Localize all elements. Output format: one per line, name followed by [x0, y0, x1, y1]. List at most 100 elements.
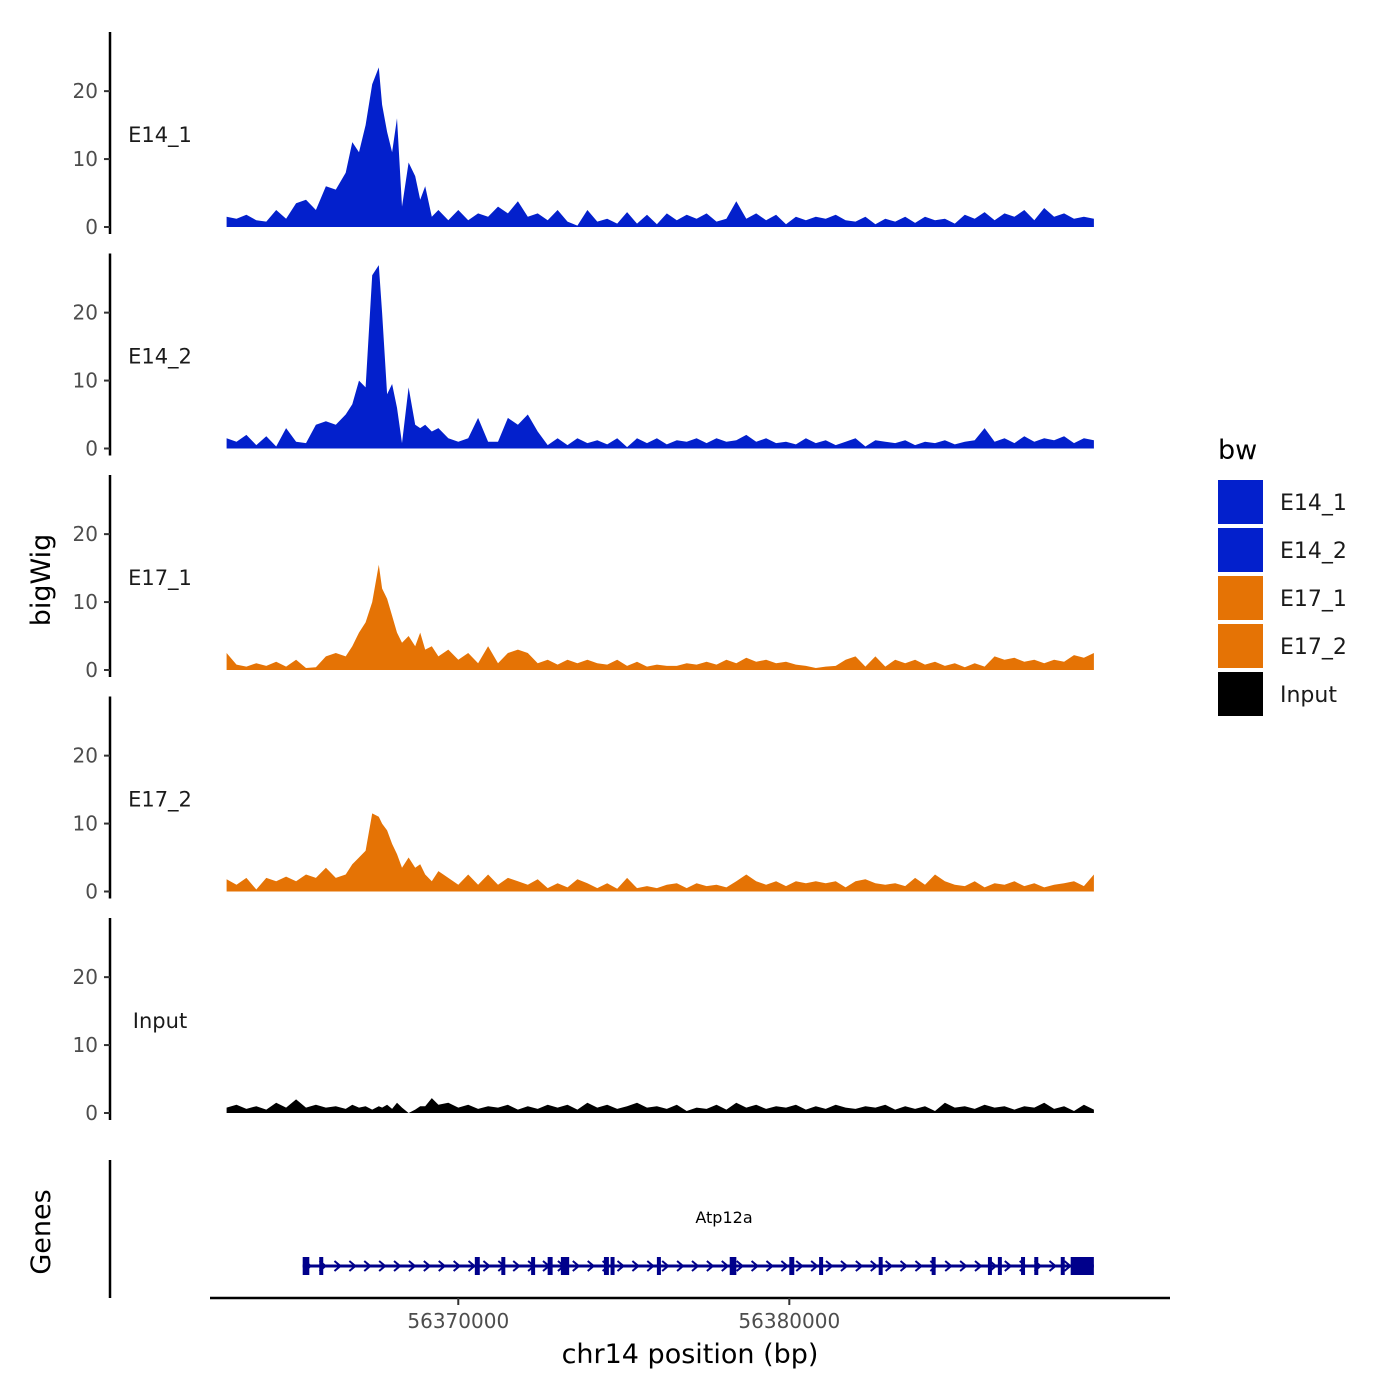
gene-exon — [560, 1257, 570, 1275]
legend-title: bw — [1218, 435, 1257, 466]
gene-exon — [931, 1257, 936, 1275]
strand-arrow — [408, 1260, 417, 1272]
y-tick-label: 0 — [85, 880, 98, 904]
track-Input: 0 10 20 Input — [73, 918, 1094, 1125]
strand-arrow — [616, 1260, 626, 1272]
gene-exon — [610, 1257, 615, 1275]
gene-track: Atp12a — [108, 1160, 1094, 1298]
gene-exon — [1034, 1257, 1039, 1275]
track-label: E17_2 — [128, 788, 192, 813]
gene-exon — [302, 1257, 310, 1275]
strand-arrow — [765, 1260, 775, 1272]
strand-arrow — [676, 1260, 685, 1272]
x-axis-title: chr14 position (bp) — [562, 1339, 819, 1370]
gene-exon — [319, 1257, 324, 1275]
y-tick-label: 10 — [73, 812, 98, 836]
y-tick-label: 0 — [85, 658, 98, 682]
strand-arrow — [899, 1260, 909, 1272]
track-E14_1: 0 10 20 E14_1 — [73, 32, 1094, 239]
strand-arrow — [884, 1260, 894, 1272]
gene-exon — [789, 1257, 795, 1275]
y-tick-label: 0 — [85, 1101, 98, 1125]
strand-arrow — [631, 1260, 640, 1272]
genes-axis-title: Genes — [26, 1189, 57, 1274]
y-tick-label: 20 — [73, 522, 98, 546]
y-tick-label: 10 — [73, 1033, 98, 1057]
strand-arrow — [348, 1260, 357, 1272]
gene-exon — [656, 1257, 661, 1275]
strand-arrow — [959, 1260, 968, 1272]
gene-exon — [819, 1257, 824, 1275]
track-label: Input — [133, 1009, 187, 1033]
strand-arrow — [467, 1260, 477, 1272]
gene-exon — [501, 1257, 506, 1275]
strand-arrow — [646, 1260, 655, 1272]
strand-arrow — [423, 1260, 432, 1272]
y-tick-label: 20 — [73, 79, 98, 103]
strand-arrow — [363, 1260, 372, 1272]
gene-exon — [878, 1257, 883, 1275]
y-tick-label: 20 — [73, 744, 98, 768]
series-area-Input — [226, 1098, 1094, 1113]
legend-label: Input — [1280, 683, 1337, 708]
strand-arrow — [974, 1260, 983, 1272]
track-label: E14_2 — [128, 345, 192, 370]
legend-swatch-E14_1 — [1218, 480, 1263, 524]
y-tick-label: 20 — [73, 301, 98, 325]
legend-swatch-E14_2 — [1218, 528, 1263, 572]
gene-exon — [1021, 1257, 1026, 1275]
gene-exon — [531, 1257, 536, 1275]
strand-arrow — [750, 1260, 760, 1272]
strand-arrow — [914, 1260, 923, 1272]
strand-arrow — [795, 1260, 804, 1272]
legend-swatch-E17_1 — [1218, 576, 1263, 620]
strand-arrow — [512, 1260, 521, 1272]
series-area-E17_2 — [226, 813, 1094, 892]
gene-exon — [603, 1257, 609, 1275]
y-tick-label: 0 — [85, 437, 98, 461]
strand-arrow — [944, 1260, 953, 1272]
legend: bw E14_1 E14_2 E17_1 E17_2 Input — [1218, 435, 1347, 716]
strand-arrow — [825, 1260, 834, 1272]
track-E17_1: 0 10 20 E17_1 — [73, 475, 1094, 682]
gene-exon — [474, 1257, 480, 1275]
strand-arrow — [691, 1260, 700, 1272]
series-area-E17_1 — [226, 564, 1094, 670]
y-tick-label: 10 — [73, 590, 98, 614]
track-label: E17_1 — [128, 566, 192, 591]
strand-arrow — [438, 1260, 447, 1272]
strand-arrow — [706, 1260, 715, 1272]
strand-arrow — [587, 1260, 596, 1272]
gene-exon — [1060, 1257, 1065, 1275]
legend-label: E17_1 — [1280, 587, 1347, 612]
strand-arrow — [736, 1260, 745, 1272]
strand-arrow — [840, 1260, 849, 1272]
strand-arrow — [452, 1260, 462, 1272]
strand-arrow — [661, 1260, 670, 1272]
strand-arrow — [870, 1260, 879, 1272]
y-tick-label: 0 — [85, 215, 98, 239]
strand-arrow — [572, 1260, 581, 1272]
gene-exon — [987, 1257, 992, 1275]
strand-arrow — [780, 1260, 789, 1272]
track-E17_2: 0 10 20 E17_2 — [73, 696, 1094, 904]
x-tick-label: 56380000 — [738, 1309, 840, 1333]
strand-arrow — [393, 1260, 402, 1272]
legend-label: E14_1 — [1280, 491, 1347, 516]
legend-swatch-Input — [1218, 672, 1263, 716]
legend-label: E17_2 — [1280, 635, 1347, 660]
strand-arrow — [333, 1260, 343, 1272]
strand-arrow — [1048, 1260, 1058, 1272]
gene-name-label: Atp12a — [695, 1208, 752, 1227]
coverage-tracks: 0 10 20 E14_1 0 10 20 E14_2 0 10 20 E17_1 0 10 20 E17_2… — [73, 32, 1094, 1125]
track-E14_2: 0 10 20 E14_2 — [73, 253, 1094, 461]
strand-arrow — [721, 1260, 730, 1272]
y-axis-title: bigWig — [26, 534, 57, 627]
y-tick-label: 10 — [73, 147, 98, 171]
x-tick-label: 56370000 — [407, 1309, 509, 1333]
y-tick-label: 10 — [73, 369, 98, 393]
gene-exon — [997, 1257, 1002, 1275]
series-area-E14_2 — [226, 265, 1094, 449]
strand-arrow — [1004, 1260, 1013, 1272]
gene-exon — [547, 1257, 553, 1275]
